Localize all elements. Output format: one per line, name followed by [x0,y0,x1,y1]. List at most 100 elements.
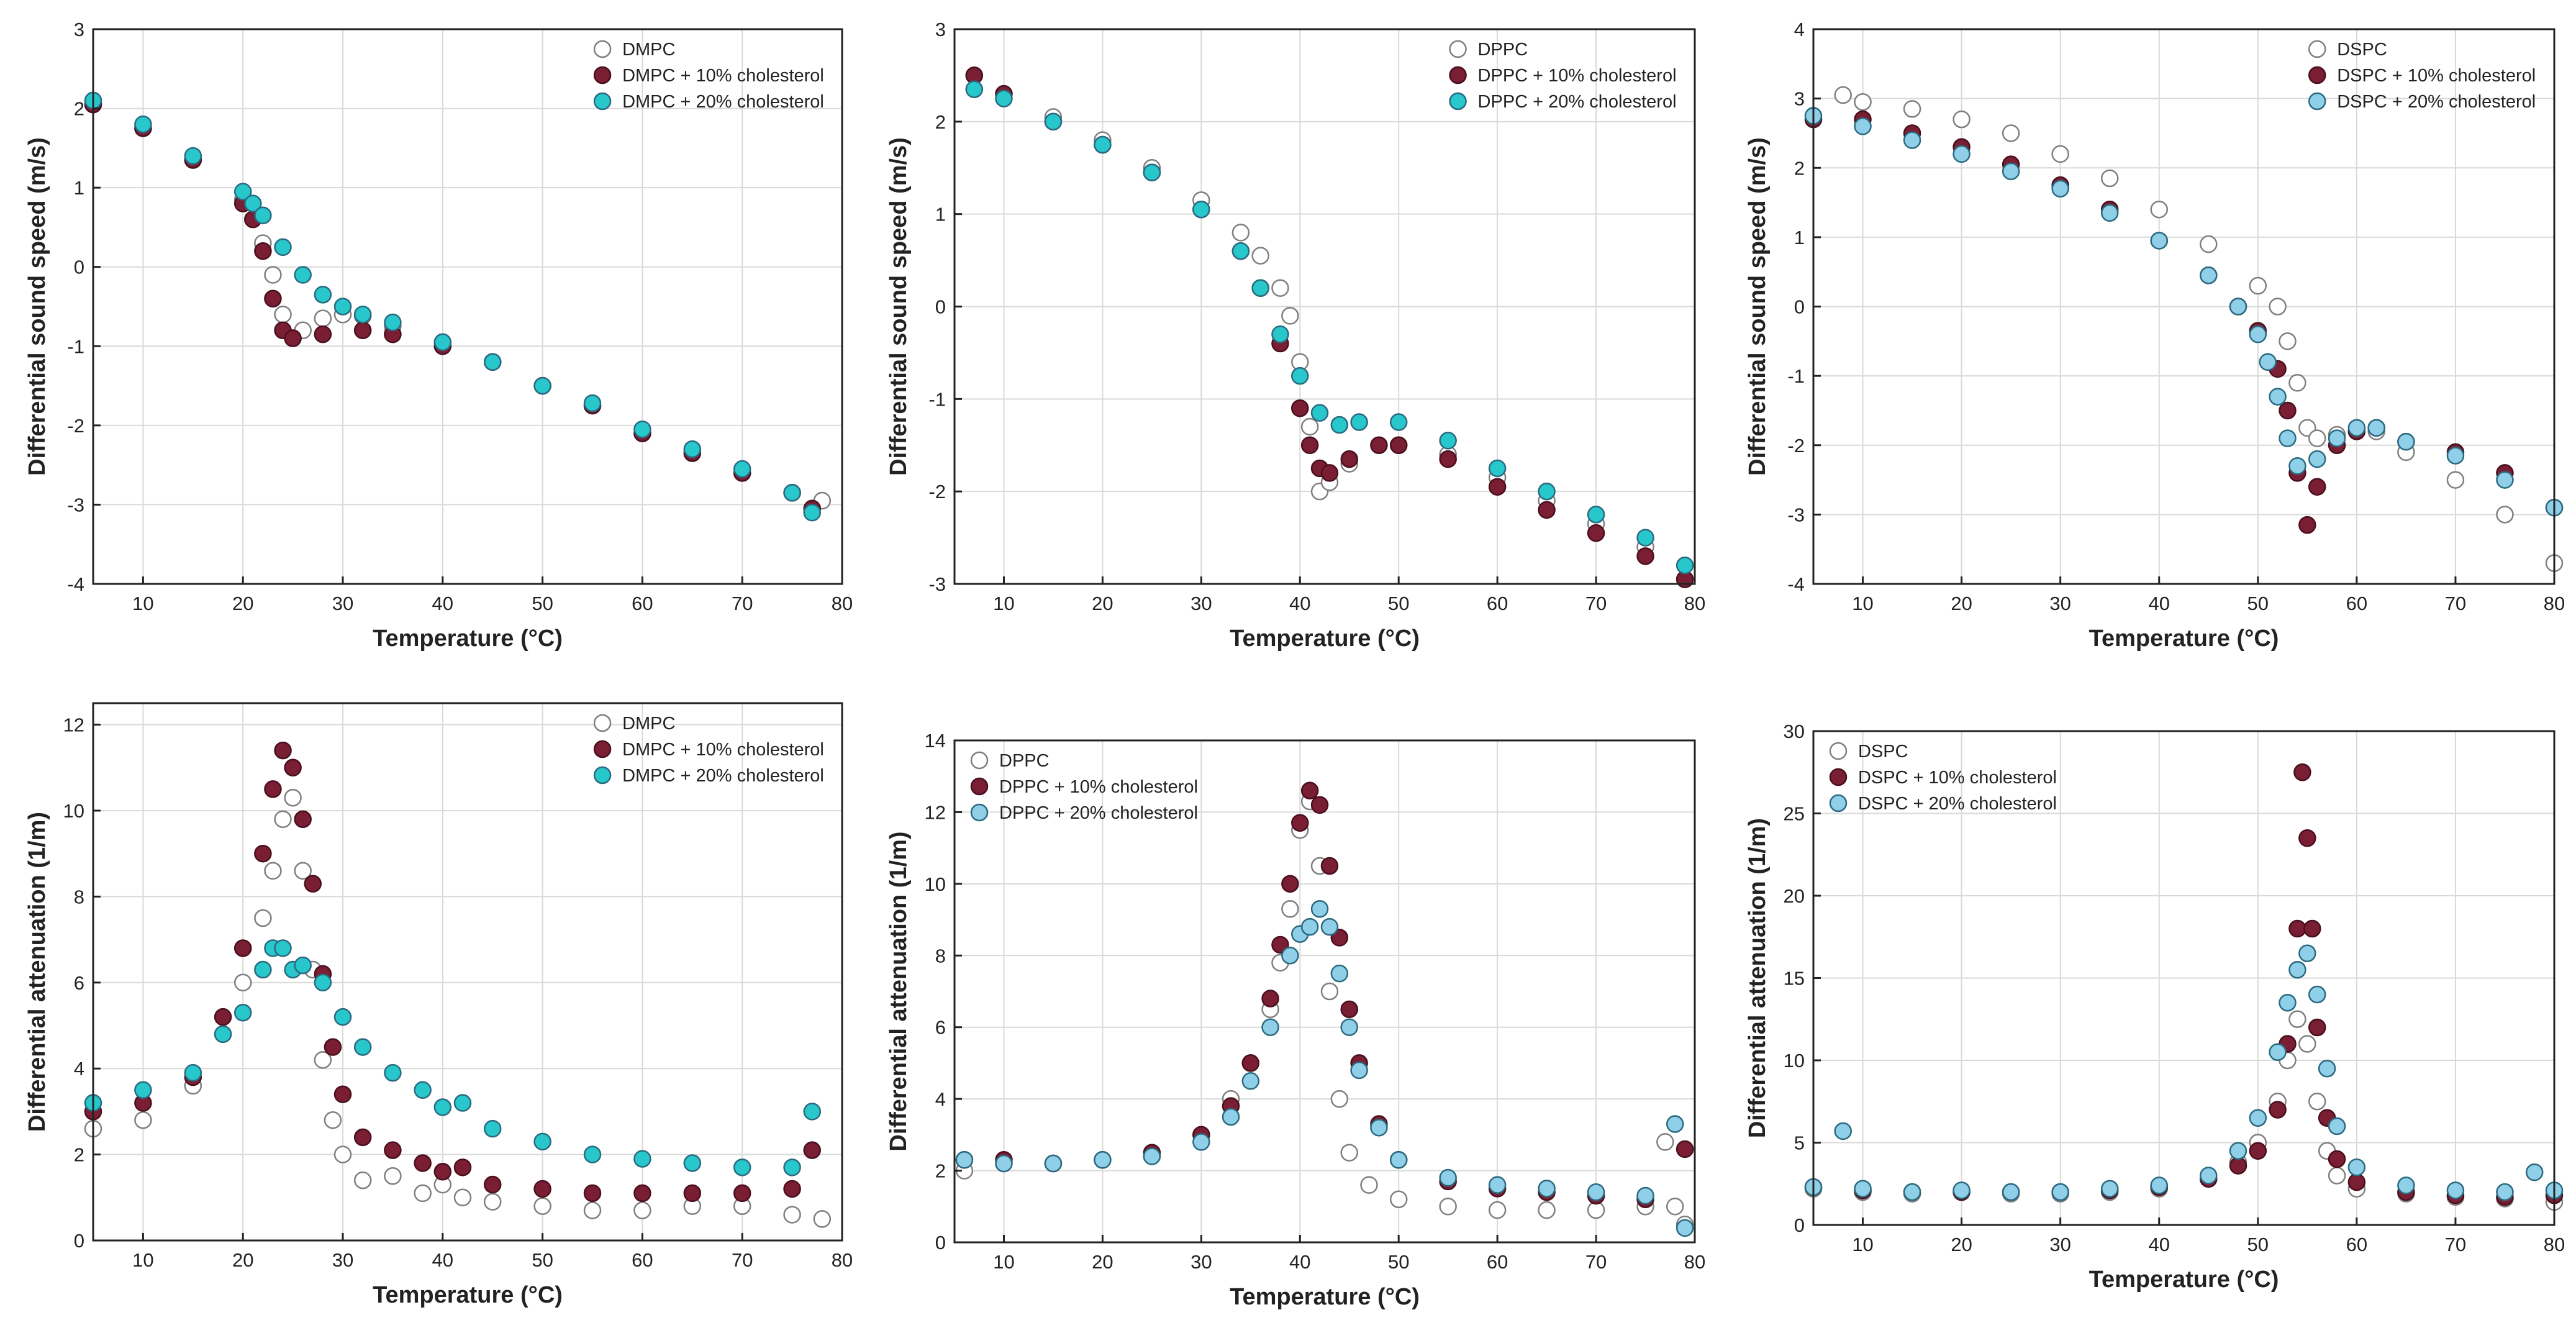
data-point [2269,388,2287,406]
data-point [633,420,651,439]
data-point [2308,985,2326,1004]
data-point [1439,1198,1457,1216]
data-point [1330,929,1349,947]
data-point [2347,419,2366,437]
data-point [2259,353,2277,371]
x-tick-label: 60 [2346,1234,2367,1255]
legend-label: DPPC [999,751,1050,771]
legend-label: DMPC + 10% cholesterol [622,66,824,86]
data-point [2249,1142,2267,1160]
series-3-points [84,939,822,1176]
x-tick-label: 60 [1487,1251,1508,1273]
data-point [1656,1133,1674,1151]
series-3-points [1804,107,2564,517]
data-point [254,844,272,863]
x-tick-label: 40 [1289,593,1310,614]
legend-marker [970,777,989,796]
data-point [1330,1090,1349,1108]
data-point [353,321,372,340]
y-axis: -4 -3 -2 -1 0 1 2 3 [67,19,101,595]
y-tick-label: 3 [1794,88,1805,110]
data-point [294,862,312,880]
y-tick-label: -3 [67,494,84,516]
series-3-points [965,80,1694,575]
data-point [2446,447,2465,465]
data-point [1271,279,1289,297]
data-point [1488,1201,1507,1219]
y-axis: 0 5 10 15 20 25 30 [1784,721,1821,1236]
data-point [1291,366,1309,385]
data-point [414,1154,432,1172]
x-tick-label: 40 [2148,593,2169,614]
data-point [633,1201,651,1219]
y-tick-label: -2 [67,415,84,437]
data-point [1281,947,1299,965]
legend-label: DMPC + 10% cholesterol [622,740,824,760]
legend: DPPC DPPC + 10% cholesterol DPPC + 20% cho… [970,751,1198,823]
data-point [2269,1043,2287,1061]
data-point [1241,1054,1260,1072]
legend: DPPC DPPC + 10% cholesterol DPPC + 20% cho… [1449,40,1677,112]
data-point [433,333,452,352]
x-tick-label: 70 [732,593,753,614]
data-point [813,1210,832,1228]
data-point [783,1180,801,1198]
data-point [333,1008,352,1026]
data-point [414,1184,432,1203]
data-point [533,1132,551,1151]
data-point [1271,935,1289,954]
data-point [2496,471,2514,489]
data-point [2446,1181,2465,1199]
data-point [683,1184,702,1203]
legend-marker [1829,794,1848,812]
x-tick-label: 20 [232,593,253,614]
chart-panel-4: 10 20 30 40 50 60 70 80 0 2 4 6 8 10 12 Temperature (°C… [24,702,853,1308]
chart-panel-5: 10 20 30 40 50 60 70 80 0 2 4 6 8 10 12 14 Temperature (… [886,730,1705,1310]
x-axis-title: Temperature (°C) [1230,626,1420,652]
x-tick-label: 60 [632,1249,653,1271]
data-point [244,194,262,212]
y-tick-label: 10 [925,873,946,895]
data-point [1854,1180,1872,1198]
data-point [234,973,252,992]
x-tick-label: 30 [2049,1234,2070,1255]
data-point [1439,1168,1457,1187]
axis-frame [92,28,843,585]
y-axis-title: Differential attenuation (1/m) [886,831,912,1151]
data-point [483,1119,502,1138]
axis-frame [92,702,843,1242]
data-point [1231,224,1250,242]
legend-label: DSPC [1858,742,1908,762]
data-point [1320,857,1339,875]
y-tick-label: 3 [935,19,946,40]
data-point [1241,1072,1260,1090]
data-point [2293,763,2311,781]
x-tick-label: 80 [1684,593,1705,614]
data-point [1044,1154,1063,1173]
data-point [2298,1035,2316,1053]
y-axis-title: Differential sound speed (m/s) [24,137,50,476]
y-tick-label: 0 [935,296,946,318]
data-point [1834,1122,1852,1140]
data-point [955,1151,974,1169]
data-point [583,1201,602,1219]
data-point [1340,1018,1358,1036]
data-point [1310,796,1329,814]
data-point [2150,1176,2168,1195]
x-tick-label: 10 [1852,593,1873,614]
x-axis-title: Temperature (°C) [373,1282,563,1308]
legend-label: DMPC + 20% cholesterol [622,92,824,112]
legend-label: DSPC + 10% cholesterol [1858,768,2057,788]
data-point [583,1145,602,1163]
y-tick-label: 1 [1794,227,1805,248]
plot-area [93,703,842,1240]
data-point [2328,429,2346,447]
data-point [1389,413,1408,431]
y-tick-label: -1 [928,388,946,410]
legend-marker [593,766,612,785]
data-point [2200,1167,2218,1185]
data-point [1281,900,1299,918]
data-point [1271,325,1289,344]
data-point [1350,413,1368,431]
data-point [2288,919,2306,938]
